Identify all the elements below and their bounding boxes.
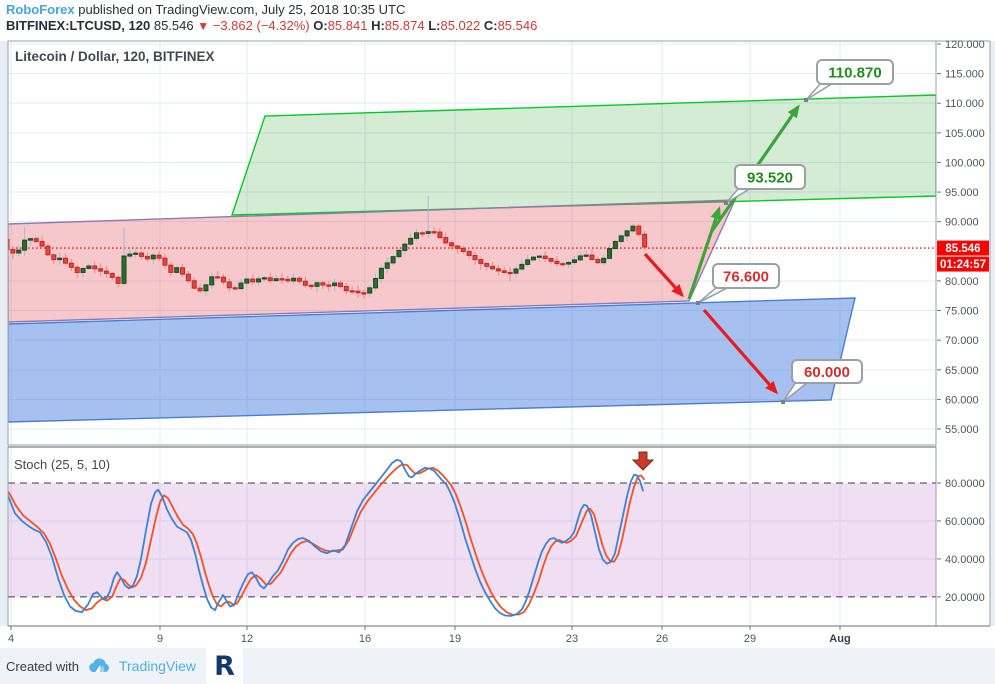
svg-text:80.0000: 80.0000 xyxy=(945,478,985,490)
svg-text:110.870: 110.870 xyxy=(828,65,881,82)
svg-text:76.600: 76.600 xyxy=(723,269,769,286)
open-label: O: xyxy=(313,18,328,33)
svg-text:12: 12 xyxy=(241,633,253,645)
countdown-badge xyxy=(937,256,989,272)
snapshot-header: RoboForex published on TradingView.com, … xyxy=(0,0,995,35)
price-callout[interactable] xyxy=(816,59,894,85)
roboforex-logo-letter: R xyxy=(214,650,235,682)
stoch-pane-legend[interactable]: Stoch (25, 5, 10) xyxy=(14,457,111,472)
price-callout[interactable] xyxy=(712,263,780,289)
footer-bar: Created with TradingView R xyxy=(0,648,995,684)
trend-channels xyxy=(8,94,936,423)
svg-text:23: 23 xyxy=(566,633,578,645)
change-text: −3.862 (−4.32%) xyxy=(212,18,310,33)
svg-text:85.546: 85.546 xyxy=(945,243,980,255)
svg-text:40.0000: 40.0000 xyxy=(945,554,985,566)
high-label: H: xyxy=(371,18,385,33)
svg-text:65.000: 65.000 xyxy=(945,365,979,377)
svg-text:20.0000: 20.0000 xyxy=(945,592,985,604)
svg-text:9: 9 xyxy=(157,633,163,645)
svg-text:115.000: 115.000 xyxy=(945,69,984,81)
low-value: 85.022 xyxy=(440,18,481,33)
svg-text:26: 26 xyxy=(656,633,668,645)
price-callout[interactable] xyxy=(734,164,806,190)
svg-text:100.000: 100.000 xyxy=(945,157,985,169)
close-label: C: xyxy=(483,18,498,33)
time-axis[interactable]: 4 9 12 16 19 23 26 29 Aug xyxy=(8,626,851,645)
roboforex-logo[interactable]: R xyxy=(206,648,244,684)
stoch-k-line xyxy=(8,458,644,617)
svg-text:60.000: 60.000 xyxy=(945,394,979,406)
tradingview-cloud-icon xyxy=(89,658,113,674)
svg-text:16: 16 xyxy=(359,633,371,645)
published-line: RoboForex published on TradingView.com, … xyxy=(6,2,405,17)
high-value: 85.874 xyxy=(384,18,425,33)
svg-text:4: 4 xyxy=(8,633,14,645)
svg-text:95.000: 95.000 xyxy=(945,187,979,199)
created-with-label: Created with xyxy=(6,658,79,674)
pane-borders xyxy=(7,40,991,627)
svg-text:70.000: 70.000 xyxy=(945,335,979,347)
low-label: L: xyxy=(428,18,441,33)
main-pane-legend[interactable]: Litecoin / Dollar, 120, BITFINEX xyxy=(15,49,215,64)
svg-text:01:24:57: 01:24:57 xyxy=(940,259,986,271)
price-callout[interactable] xyxy=(791,359,863,384)
price-callouts: 110.870 93.520 76.600 60.000 xyxy=(696,59,894,404)
stoch-pane xyxy=(8,458,936,617)
svg-text:19: 19 xyxy=(449,633,461,645)
svg-text:90.000: 90.000 xyxy=(945,217,979,229)
stoch-down-arrow-marker xyxy=(631,451,655,471)
svg-text:93.520: 93.520 xyxy=(747,170,793,187)
price-axis[interactable]: 120.000 115.000 110.000 105.000 100.000 95.00… xyxy=(937,39,989,604)
svg-text:60.000: 60.000 xyxy=(804,364,850,381)
svg-text:110.000: 110.000 xyxy=(945,98,984,110)
svg-text:75.000: 75.000 xyxy=(945,306,979,318)
svg-text:29: 29 xyxy=(744,633,756,645)
last-price: 85.546 xyxy=(153,18,194,33)
stoch-d-line xyxy=(8,463,645,616)
svg-text:60.0000: 60.0000 xyxy=(945,516,985,528)
publisher-name[interactable]: RoboForex xyxy=(6,2,75,17)
svg-text:120.000: 120.000 xyxy=(945,39,985,51)
last-price-badge xyxy=(937,240,989,256)
open-value: 85.841 xyxy=(327,18,368,33)
svg-text:55.000: 55.000 xyxy=(945,424,979,436)
svg-text:105.000: 105.000 xyxy=(945,128,985,140)
svg-text:Aug: Aug xyxy=(829,633,850,645)
candlesticks xyxy=(8,195,648,299)
svg-text:80.000: 80.000 xyxy=(945,276,979,288)
down-triangle-icon: ▼ xyxy=(197,19,210,33)
close-value: 85.546 xyxy=(497,18,538,33)
published-note: published on TradingView.com, July 25, 2… xyxy=(74,2,406,17)
tradingview-link[interactable]: TradingView xyxy=(118,658,197,674)
symbol-title[interactable]: BITFINEX:LTCUSD, 120 xyxy=(6,18,151,33)
symbol-line: BITFINEX:LTCUSD, 120 85.546 ▼ −3.862 (−4… xyxy=(6,18,537,33)
